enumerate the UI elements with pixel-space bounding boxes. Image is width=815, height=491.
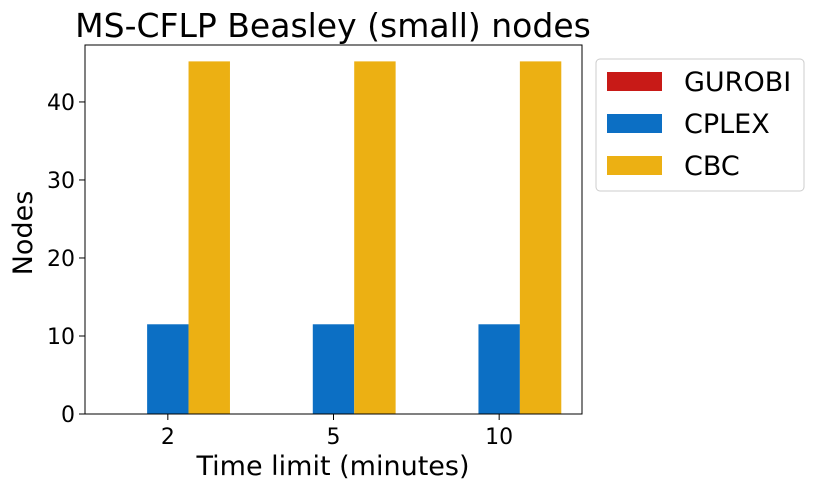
x-tick-label: 10 — [485, 425, 513, 450]
y-tick-label: 0 — [61, 403, 75, 428]
bar-cplex-10 — [478, 324, 520, 414]
y-axis-label: Nodes — [8, 191, 39, 276]
legend: GUROBI CPLEX CBC — [595, 58, 805, 192]
bar-cplex-5 — [312, 324, 355, 414]
x-axis-ticks: 2 5 10 — [161, 414, 513, 450]
legend-label-cbc: CBC — [684, 151, 740, 182]
bars-group — [147, 61, 562, 415]
legend-label-cplex: CPLEX — [684, 109, 770, 140]
y-tick-label: 10 — [47, 325, 75, 350]
bar-cbc-2 — [188, 61, 230, 415]
legend-label-gurobi: GUROBI — [684, 67, 791, 98]
bar-cplex-2 — [147, 324, 189, 414]
x-tick-label: 5 — [327, 425, 341, 450]
bar-cbc-10 — [519, 61, 562, 415]
chart-title: MS-CFLP Beasley (small) nodes — [75, 6, 591, 45]
y-tick-label: 30 — [47, 169, 75, 194]
legend-swatch-gurobi — [607, 72, 662, 91]
x-tick-label: 2 — [161, 425, 175, 450]
bar-cbc-5 — [354, 61, 396, 415]
legend-swatch-cbc — [607, 156, 662, 175]
y-tick-label: 20 — [47, 247, 75, 272]
legend-swatch-cplex — [607, 114, 662, 133]
y-tick-label: 40 — [47, 91, 75, 116]
x-axis-label: Time limit (minutes) — [196, 451, 470, 482]
y-axis-ticks: 0 10 20 30 40 — [47, 91, 85, 428]
